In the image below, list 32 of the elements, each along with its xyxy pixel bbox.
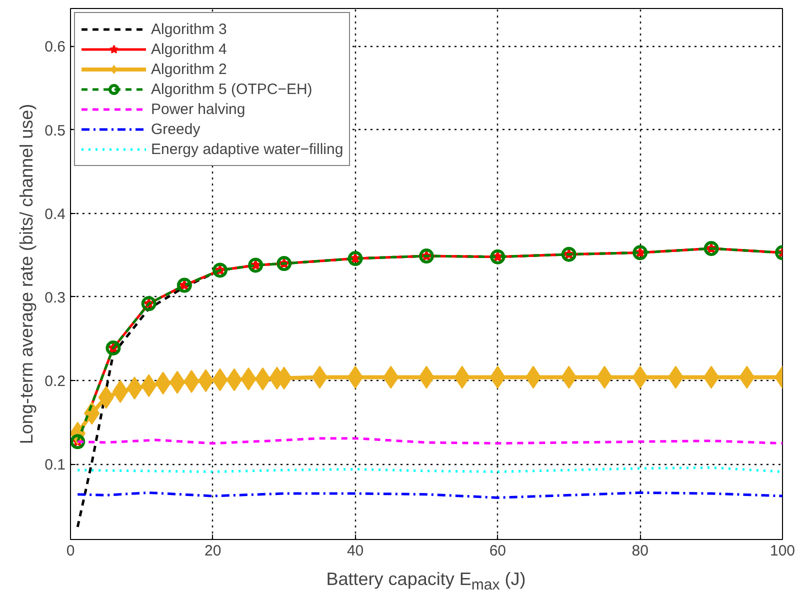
legend-label: Power halving [151,100,246,118]
y-tick-label: 0.6 [44,38,66,56]
legend-label: Energy adaptive water−filling [151,140,344,158]
legend-label: Algorithm 4 [151,40,227,58]
x-tick-label: 100 [770,542,796,560]
x-tick-label: 80 [632,542,648,560]
point [703,366,720,389]
point [169,370,186,394]
y-tick-label: 0.2 [44,373,66,390]
y-tick-label: 0.5 [44,122,66,140]
point [668,366,684,389]
point [226,368,242,392]
legend-label: Algorithm 2 [151,60,227,78]
point [254,367,271,390]
x-tick-label: 60 [489,542,506,560]
y-tick-label: 0.4 [44,206,66,223]
legend-label: Algorithm 5 (OTPC−EH) [151,80,312,98]
point [312,366,328,389]
x-tick-label: 40 [346,542,364,560]
point [525,366,542,389]
x-axis-title: Battery capacity E$_{max}$ (J) [326,568,526,596]
legend-label: Algorithm 3 [151,20,227,38]
y-tick-label: 0.1 [44,456,66,474]
point [140,374,157,398]
point [347,366,364,389]
x-tick-label: 20 [204,542,222,560]
legend-label: Greedy [151,120,200,138]
point [490,366,506,389]
y-tick-label: 0.3 [44,289,66,306]
point [198,369,214,392]
y-axis-title: Long-term average rate (bits/ channel use) [16,104,37,444]
x-tick-label: 0 [66,542,75,560]
